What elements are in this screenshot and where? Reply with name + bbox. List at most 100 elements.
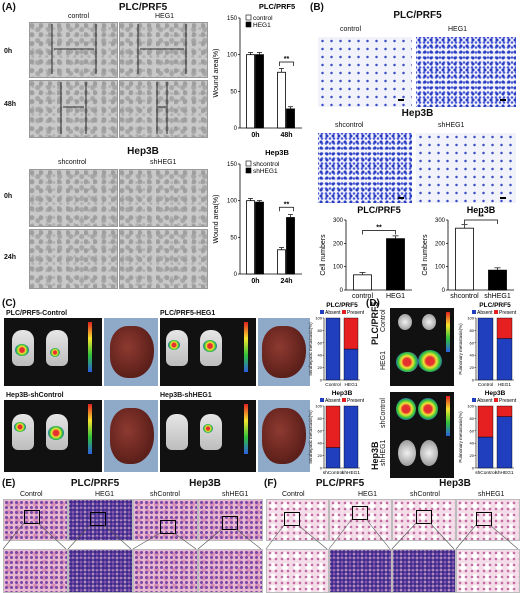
x-tick-label: shHEG1: [495, 470, 513, 476]
chart-title: Hep3B: [332, 390, 353, 397]
y-tick-label: 40: [318, 441, 323, 446]
a-row-48h: 48h: [4, 101, 17, 108]
x-tick-label: HEG1: [386, 293, 405, 300]
y-tick-label: 100: [227, 53, 238, 59]
bioluminescence-signal: [50, 348, 60, 357]
bioluminescence-signal: [396, 398, 416, 420]
y-tick-label: 100: [227, 199, 238, 205]
legend-label: Present: [499, 310, 517, 316]
wound-image: [119, 229, 208, 289]
significance-label: **: [478, 214, 484, 221]
a-col-heg1: HEG1: [155, 13, 175, 20]
y-tick-label: 0: [340, 288, 344, 294]
legend-label: shcontrol: [253, 161, 280, 168]
bioluminescence-signal: [418, 350, 442, 372]
scale-bar: [398, 99, 404, 101]
y-tick-label: 100: [315, 316, 322, 321]
y-tick-label: 20: [318, 365, 323, 370]
e-group-hep: Hep3B: [189, 478, 221, 489]
chart-title: PLC/PRF5: [357, 205, 401, 215]
zoom-box: [476, 512, 492, 526]
x-tick-label: 0h: [251, 278, 259, 285]
y-tick-label: 20: [470, 453, 475, 458]
significance-bracket: [279, 61, 294, 66]
y-tick-label: 300: [333, 218, 344, 224]
y-tick-label: 100: [435, 265, 446, 271]
legend-label: Present: [499, 398, 517, 404]
y-tick-label: 300: [435, 218, 446, 224]
wound-image: [29, 22, 118, 78]
x-tick-label: shControl: [475, 470, 496, 476]
legend-swatch: [245, 21, 252, 28]
x-tick-label: shControl: [323, 470, 344, 476]
x-tick-label: HEG1: [498, 382, 511, 388]
legend-swatch: [472, 398, 476, 402]
b-col-heg1: HEG1: [448, 26, 468, 33]
zoom-box: [416, 510, 432, 524]
f-col-shheg1: shHEG1: [478, 491, 505, 498]
panel-label-d: (D): [366, 298, 380, 309]
legend-swatch: [342, 398, 346, 402]
f-group-plc: PLC/PRF5: [315, 478, 365, 489]
legend-swatch: [245, 167, 252, 174]
legend-label: Absent: [477, 398, 493, 404]
x-tick-label: Control: [478, 382, 493, 388]
he-lung-zoom: [266, 549, 329, 593]
f-col-control: Control: [282, 491, 305, 498]
x-tick-label: shHEG1: [484, 293, 511, 300]
y-axis-label: Intrahepatic metastasis(%): [308, 322, 313, 376]
f-col-heg1: HEG1: [358, 491, 378, 498]
bar: [455, 227, 474, 291]
panel-label-a: (A): [2, 2, 16, 13]
y-tick-label: 60: [470, 340, 475, 345]
color-scale: [446, 396, 450, 436]
e-col-heg1: HEG1: [95, 491, 115, 498]
y-axis-label: Intrahepatic metastasis(%): [308, 410, 313, 464]
mouse: [166, 414, 188, 450]
y-tick-label: 50: [230, 89, 237, 95]
y-tick-label: 0: [320, 378, 323, 383]
legend-label: Present: [347, 310, 364, 316]
e-col-shheg1: shHEG1: [222, 491, 249, 498]
a-row-0h: 0h: [4, 48, 13, 55]
y-tick-label: 60: [318, 428, 323, 433]
y-tick-label: 100: [315, 404, 322, 409]
he-lung-image: [392, 499, 456, 541]
zoom-box: [284, 512, 300, 526]
legend-label: Absent: [325, 310, 341, 316]
x-tick-label: 48h: [280, 132, 292, 139]
legend-swatch: [245, 160, 252, 167]
y-axis-label: Wound area(%): [213, 195, 220, 244]
transwell-image: [318, 37, 412, 107]
lung: [420, 440, 438, 466]
legend-swatch: [342, 310, 346, 314]
f-group-hep: Hep3B: [439, 478, 471, 489]
legend-swatch: [320, 310, 324, 314]
he-lung-image: [456, 499, 520, 541]
he-liver-zoom: [68, 549, 133, 593]
y-axis-label: Pulmonary metastasis(%): [458, 323, 463, 375]
b-col-shheg1: shHEG1: [438, 122, 465, 129]
scale-bar: [500, 197, 506, 199]
zoom-box: [352, 506, 368, 520]
y-tick-label: 0: [320, 466, 323, 471]
chart-a-plc: PLC/PRF5 Wound area(%) 0 50 100 150 0h 48h ** con…: [213, 2, 302, 139]
stacked-bar-segment: [343, 317, 359, 350]
y-tick-label: 0: [472, 466, 475, 471]
e-col-control: Control: [20, 491, 43, 498]
a-col-control: control: [68, 13, 90, 20]
e-col-shcontrol: shControl: [150, 491, 180, 498]
b-plc-title: PLC/PRF5: [393, 10, 442, 21]
legend-label: Absent: [325, 398, 341, 404]
legend-swatch: [245, 14, 252, 21]
significance-label: **: [376, 225, 382, 232]
zoom-box: [90, 512, 106, 526]
y-tick-label: 40: [470, 441, 475, 446]
stacked-bar-segment: [496, 405, 513, 417]
lung: [398, 440, 416, 466]
y-tick-label: 50: [230, 235, 237, 241]
x-tick-label: shcontrol: [450, 293, 479, 300]
lung: [422, 314, 436, 330]
scale-bar: [398, 197, 404, 199]
